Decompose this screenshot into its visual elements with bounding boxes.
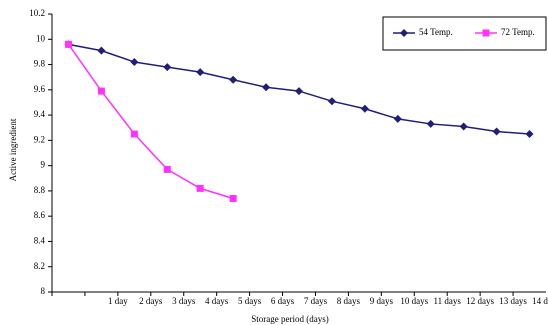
x-tick-label: 13 days bbox=[499, 296, 527, 306]
y-axis-label: Active ingredient bbox=[8, 118, 18, 181]
y-tick-label: 8 bbox=[41, 286, 46, 296]
data-point bbox=[393, 114, 402, 123]
y-tick-label: 9 bbox=[41, 160, 46, 170]
x-tick-label: 4 days bbox=[205, 296, 229, 306]
legend-label: 72 Temp. bbox=[501, 27, 535, 37]
data-point bbox=[327, 97, 336, 106]
data-point bbox=[196, 68, 205, 77]
y-tick-label: 8.2 bbox=[34, 261, 45, 271]
x-tick-label: 12 days bbox=[466, 296, 494, 306]
x-tick-label: 14 days bbox=[532, 296, 548, 306]
x-tick-label: 2 days bbox=[139, 296, 163, 306]
data-point bbox=[426, 119, 435, 128]
data-point bbox=[130, 58, 139, 67]
y-tick-label: 8.4 bbox=[34, 236, 46, 246]
x-tick-label: 9 days bbox=[370, 296, 394, 306]
data-point bbox=[525, 130, 534, 139]
x-tick-label: 5 days bbox=[238, 296, 262, 306]
data-point bbox=[64, 40, 72, 48]
data-point bbox=[163, 63, 172, 72]
data-point bbox=[196, 184, 204, 192]
y-tick-label: 10 bbox=[36, 33, 46, 43]
legend-label: 54 Temp. bbox=[419, 27, 453, 37]
y-tick-label: 8.6 bbox=[34, 210, 46, 220]
x-tick-label: 8 days bbox=[337, 296, 361, 306]
y-tick-label: 9.4 bbox=[34, 109, 46, 119]
data-point bbox=[459, 122, 468, 131]
data-point bbox=[97, 87, 105, 95]
data-point bbox=[229, 75, 238, 84]
y-tick-label: 8.8 bbox=[34, 185, 46, 195]
data-point bbox=[163, 165, 171, 173]
x-axis-label: Storage period (days) bbox=[251, 314, 328, 324]
data-point bbox=[229, 194, 237, 202]
data-point bbox=[492, 127, 501, 136]
y-tick-label: 10.2 bbox=[29, 8, 45, 18]
x-tick-label: 3 days bbox=[172, 296, 196, 306]
data-point bbox=[360, 104, 369, 113]
data-point bbox=[295, 87, 303, 96]
data-point bbox=[262, 83, 271, 92]
y-tick-label: 9.8 bbox=[34, 59, 46, 69]
y-tick-label: 9.2 bbox=[34, 134, 45, 144]
x-tick-label: 6 days bbox=[271, 296, 295, 306]
data-point bbox=[130, 130, 138, 138]
legend-marker bbox=[482, 29, 490, 37]
x-tick-label: 1 day bbox=[108, 296, 128, 306]
y-tick-label: 9.6 bbox=[34, 84, 46, 94]
x-tick-label: 10 days bbox=[400, 296, 428, 306]
legend-marker bbox=[400, 29, 408, 37]
data-point bbox=[97, 46, 106, 55]
series-line bbox=[67, 43, 234, 200]
x-tick-label: 7 days bbox=[304, 296, 328, 306]
x-tick-label: 11 days bbox=[433, 296, 461, 306]
